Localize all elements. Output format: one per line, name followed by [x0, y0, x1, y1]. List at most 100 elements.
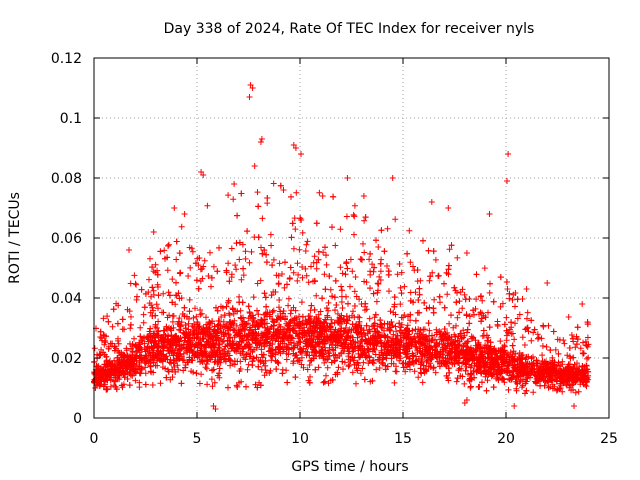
data-point	[364, 330, 371, 337]
data-point	[473, 296, 480, 303]
data-point	[109, 323, 116, 330]
data-point	[510, 364, 517, 371]
data-point	[325, 299, 332, 306]
data-point	[313, 292, 320, 299]
data-point	[543, 343, 550, 350]
data-point	[147, 309, 154, 316]
data-point	[257, 382, 264, 389]
data-point	[308, 328, 315, 335]
data-point	[140, 319, 147, 326]
data-point	[496, 371, 502, 378]
data-point	[276, 304, 282, 311]
data-point	[149, 349, 156, 356]
data-point	[426, 304, 433, 311]
data-point	[165, 289, 172, 296]
data-point	[466, 375, 473, 382]
data-point	[567, 355, 574, 362]
data-point	[253, 354, 260, 361]
data-point	[402, 368, 409, 375]
data-point	[346, 362, 353, 369]
data-point	[487, 369, 494, 376]
data-point	[152, 353, 159, 360]
data-point	[310, 259, 317, 266]
data-point	[101, 332, 108, 339]
data-point	[508, 319, 515, 326]
data-point	[277, 323, 284, 330]
data-point	[585, 354, 592, 361]
data-point	[382, 333, 389, 340]
data-point	[464, 346, 471, 353]
data-point	[361, 217, 368, 224]
data-point	[193, 313, 200, 320]
data-point	[508, 330, 515, 337]
data-point	[233, 340, 240, 347]
data-point	[352, 274, 359, 280]
data-point	[570, 386, 576, 393]
data-point	[351, 213, 358, 220]
data-point	[270, 180, 277, 187]
data-point	[311, 277, 318, 284]
data-point	[355, 347, 362, 354]
data-point	[478, 354, 485, 361]
data-point	[178, 380, 185, 387]
data-point	[453, 357, 460, 364]
data-point	[574, 324, 581, 331]
data-point	[498, 353, 504, 360]
data-point	[337, 226, 344, 233]
data-point	[177, 323, 184, 330]
data-point	[384, 225, 391, 232]
data-point	[260, 351, 267, 358]
data-point	[454, 254, 461, 261]
data-point	[192, 341, 199, 348]
data-point	[280, 348, 286, 355]
data-point	[463, 343, 470, 350]
data-point	[373, 237, 379, 244]
data-point	[397, 324, 404, 331]
data-point	[212, 334, 219, 341]
data-point	[478, 351, 485, 358]
data-point	[189, 248, 196, 255]
data-point	[276, 331, 283, 338]
data-point	[349, 369, 356, 376]
data-point	[454, 375, 461, 382]
data-point	[162, 365, 169, 372]
data-point	[341, 359, 348, 366]
data-point	[149, 382, 156, 388]
data-point	[308, 302, 315, 309]
data-point	[279, 271, 285, 277]
data-point	[203, 339, 210, 346]
data-point	[264, 320, 270, 327]
data-point	[414, 267, 421, 273]
data-point	[392, 311, 399, 318]
data-point	[388, 319, 395, 325]
data-point	[411, 368, 418, 375]
data-point	[441, 280, 447, 287]
data-point	[127, 321, 134, 328]
data-point	[121, 326, 128, 333]
data-point	[351, 361, 358, 368]
data-point	[432, 369, 439, 376]
data-points	[91, 82, 592, 412]
data-point	[412, 358, 419, 365]
data-point	[559, 358, 566, 365]
data-point	[180, 341, 187, 348]
data-point	[304, 238, 311, 245]
data-point	[173, 238, 180, 245]
data-point	[417, 345, 424, 352]
data-point	[115, 348, 121, 354]
data-point	[186, 308, 193, 315]
data-point	[92, 385, 99, 391]
data-point	[159, 358, 166, 365]
data-point	[467, 383, 474, 390]
data-point	[168, 349, 175, 356]
data-point	[583, 342, 590, 348]
data-point	[583, 355, 590, 362]
data-point	[182, 364, 189, 371]
data-point	[204, 381, 211, 388]
data-point	[514, 372, 520, 379]
data-point	[220, 329, 227, 336]
data-point	[229, 338, 236, 345]
data-point	[580, 339, 586, 346]
data-point	[147, 325, 154, 332]
data-point	[332, 242, 339, 249]
